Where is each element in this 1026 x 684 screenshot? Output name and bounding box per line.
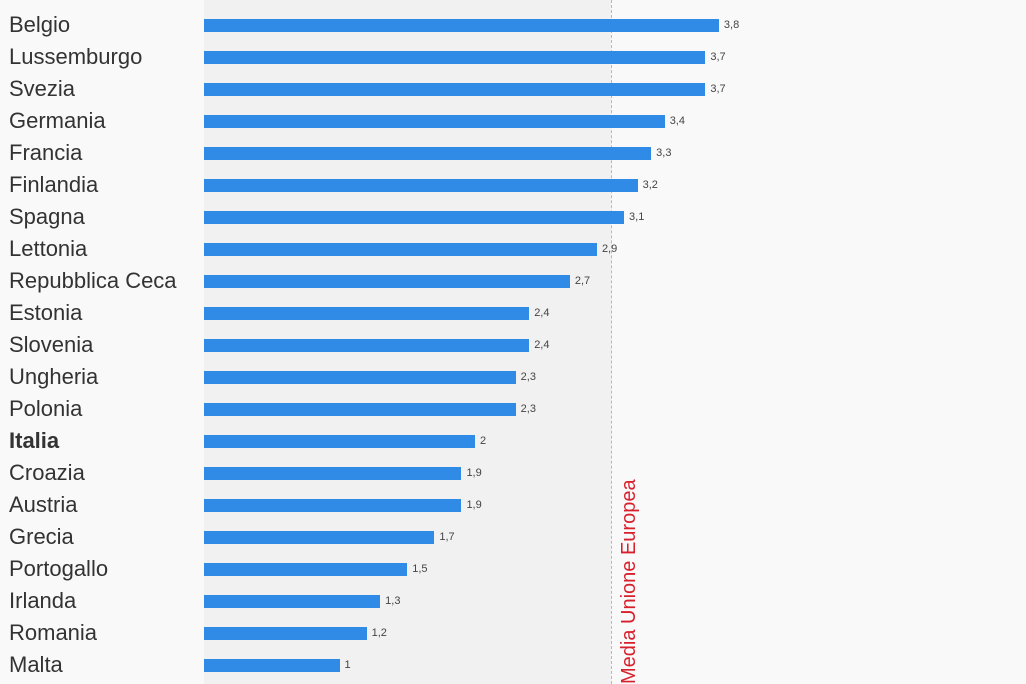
value-label: 3,1 bbox=[629, 211, 645, 223]
country-label: Slovacchia bbox=[9, 0, 115, 9]
bar bbox=[204, 19, 719, 32]
bar bbox=[204, 211, 625, 224]
bar-row: Austria 1,9 bbox=[0, 489, 1026, 521]
bar bbox=[204, 403, 516, 416]
bar-row: Slovenia 2,4 bbox=[0, 329, 1026, 361]
bar-row: Slovacchia4 bbox=[0, 0, 1026, 9]
bar-row: Italia 2 bbox=[0, 425, 1026, 457]
value-label: 2,4 bbox=[534, 339, 550, 351]
country-label: Polonia bbox=[9, 396, 83, 421]
country-label: Irlanda bbox=[9, 588, 77, 613]
bar bbox=[204, 307, 530, 320]
country-label: Austria bbox=[9, 492, 78, 517]
country-label: Estonia bbox=[9, 300, 83, 325]
bar-row: Belgio 3,8 bbox=[0, 9, 1026, 41]
country-label: Croazia bbox=[9, 460, 85, 485]
bar-row: Repubblica Ceca 2,7 bbox=[0, 265, 1026, 297]
country-label: Ungheria bbox=[9, 364, 99, 389]
value-label: 1,7 bbox=[439, 531, 455, 543]
bar-row: Malta 1 bbox=[0, 649, 1026, 681]
bar bbox=[204, 51, 706, 64]
bar bbox=[204, 627, 367, 640]
country-label: Portogallo bbox=[9, 556, 109, 581]
country-label: Slovenia bbox=[9, 332, 94, 357]
value-label: 2,3 bbox=[520, 371, 536, 383]
country-label: Italia bbox=[9, 428, 60, 453]
value-label: 3,8 bbox=[723, 19, 740, 31]
country-label: Finlandia bbox=[9, 172, 99, 197]
bar bbox=[204, 435, 475, 448]
value-label: 2 bbox=[480, 435, 487, 447]
bar-row: Estonia 2,4 bbox=[0, 297, 1026, 329]
bar bbox=[204, 371, 516, 384]
country-label: Spagna bbox=[9, 204, 85, 229]
bar bbox=[204, 83, 706, 96]
value-label: 3,2 bbox=[642, 179, 658, 191]
country-label: Malta bbox=[9, 652, 63, 677]
country-label: Lussemburgo bbox=[9, 44, 143, 69]
bar-row: Portogallo 1,5 bbox=[0, 553, 1026, 585]
value-label: 1,9 bbox=[466, 467, 482, 479]
value-label: 3,4 bbox=[669, 115, 685, 127]
value-label: 3,7 bbox=[710, 51, 726, 63]
bar-row: Irlanda 1,3 bbox=[0, 585, 1026, 617]
bar-row: Germania 3,4 bbox=[0, 105, 1026, 137]
bar-row: Croazia 1,9 bbox=[0, 457, 1026, 489]
bar-row: Francia 3,3 bbox=[0, 137, 1026, 169]
bar-row: Lussemburgo 3,7 bbox=[0, 41, 1026, 73]
country-label: Romania bbox=[9, 620, 98, 645]
bar bbox=[204, 243, 597, 256]
bar-row: Svezia 3,7 bbox=[0, 73, 1026, 105]
bar bbox=[204, 115, 665, 128]
bar bbox=[204, 531, 435, 544]
bar bbox=[204, 659, 340, 672]
bar-row: Romania 1,2 bbox=[0, 617, 1026, 649]
bar bbox=[204, 499, 462, 512]
bar-row: Lettonia 2,9 bbox=[0, 233, 1026, 265]
value-label: 2,7 bbox=[574, 275, 591, 287]
bar bbox=[204, 275, 570, 288]
value-label: 1 bbox=[344, 659, 351, 671]
bar-row: Ungheria 2,3 bbox=[0, 361, 1026, 393]
bar bbox=[204, 147, 652, 160]
bar bbox=[204, 595, 381, 608]
bar bbox=[204, 467, 462, 480]
bar-row: Grecia 1,7 bbox=[0, 521, 1026, 553]
bar bbox=[204, 179, 638, 192]
country-label: Belgio bbox=[9, 12, 71, 37]
country-label: Germania bbox=[9, 108, 106, 133]
country-label: Lettonia bbox=[9, 236, 88, 261]
value-label: 2,4 bbox=[534, 307, 550, 319]
bar bbox=[204, 339, 530, 352]
value-label: 2,9 bbox=[601, 243, 618, 255]
bar-row: Polonia 2,3 bbox=[0, 393, 1026, 425]
bar bbox=[204, 563, 408, 576]
value-label: 3,7 bbox=[710, 83, 726, 95]
bar-row: Spagna 3,1 bbox=[0, 201, 1026, 233]
country-label: Svezia bbox=[9, 76, 76, 101]
value-label: 1,2 bbox=[371, 627, 387, 639]
value-label: 2,3 bbox=[520, 403, 536, 415]
eu-average-line bbox=[611, 0, 612, 684]
country-label: Francia bbox=[9, 140, 83, 165]
country-label: Repubblica Ceca bbox=[9, 268, 177, 293]
country-label: Grecia bbox=[9, 524, 74, 549]
value-label: 3,3 bbox=[656, 147, 672, 159]
value-label: 1,9 bbox=[466, 499, 482, 511]
bar-row: Finlandia 3,2 bbox=[0, 169, 1026, 201]
value-label: 1,5 bbox=[412, 563, 428, 575]
value-label: 1,3 bbox=[385, 595, 401, 607]
